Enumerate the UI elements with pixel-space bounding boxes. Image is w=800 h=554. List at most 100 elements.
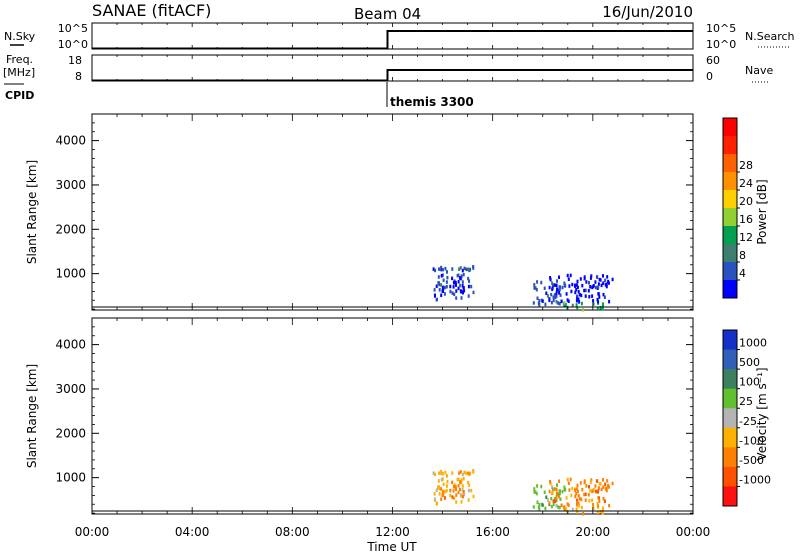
power-data-point xyxy=(432,267,435,271)
velocity-data-point xyxy=(576,510,579,514)
velocity-data-point xyxy=(433,492,436,496)
velocity-data-point xyxy=(444,470,447,475)
power-data-point xyxy=(465,267,468,272)
power-data-point xyxy=(541,299,544,303)
power-data-point xyxy=(453,292,456,296)
velocity-data-point xyxy=(544,506,547,511)
power-data-point xyxy=(565,292,568,296)
power-colorbar-label: 20 xyxy=(739,195,753,208)
nsky-tick-bottom: 10^0 xyxy=(58,38,88,51)
velocity-data-point xyxy=(605,488,608,493)
velocity-data-point xyxy=(581,487,584,492)
power-data-point xyxy=(434,293,436,297)
velocity-data-point xyxy=(585,484,588,488)
velocity-panel xyxy=(91,317,694,515)
power-data-point xyxy=(581,283,584,288)
power-data-point xyxy=(440,274,443,278)
power-data-point xyxy=(435,284,438,288)
velocity-data-point xyxy=(472,469,475,473)
power-data-point xyxy=(449,284,452,289)
velocity-data-point xyxy=(566,502,569,506)
power-data-point xyxy=(594,280,597,284)
velocity-data-point xyxy=(598,499,601,503)
power-data-point xyxy=(467,294,470,298)
power-data-point xyxy=(461,284,464,288)
velocity-data-point xyxy=(558,479,560,483)
velocity-data-point xyxy=(434,472,437,477)
power-data-point xyxy=(461,268,464,273)
velocity-data-point xyxy=(440,471,443,476)
power-data-point xyxy=(558,275,560,279)
velocity-data-point xyxy=(598,481,601,486)
velocity-data-point xyxy=(462,490,465,494)
power-data-point xyxy=(440,267,443,272)
power-data-point xyxy=(457,286,460,291)
power-data-point xyxy=(598,295,601,299)
velocity-data-point xyxy=(455,487,457,491)
power-data-point xyxy=(558,287,561,291)
velocity-data-point xyxy=(445,489,448,493)
power-data-point xyxy=(433,288,436,292)
power-data-point xyxy=(584,294,587,298)
power-data-point xyxy=(458,267,461,271)
velocity-data-point xyxy=(440,469,443,474)
power-data-point xyxy=(441,273,444,277)
power-data-point xyxy=(582,308,585,312)
power-data-point xyxy=(555,300,558,304)
power-data-point xyxy=(589,276,592,280)
power-colorbar-label: 16 xyxy=(739,213,753,226)
power-data-point xyxy=(604,278,607,283)
nsearch-tick-bottom: 10^0 xyxy=(706,38,736,51)
velocity-data-point xyxy=(608,503,611,508)
velocity-data-point xyxy=(456,477,459,482)
velocity-data-point xyxy=(602,496,605,501)
velocity-data-point xyxy=(441,471,444,476)
power-data-point xyxy=(456,273,459,278)
velocity-data-point xyxy=(446,474,448,478)
velocity-data-point xyxy=(463,470,466,475)
power-data-point xyxy=(576,306,579,310)
power-data-point xyxy=(578,292,581,297)
velocity-data-point xyxy=(548,501,551,505)
power-colorbar-segment xyxy=(723,226,737,245)
velocity-data-point xyxy=(459,487,461,492)
power-data-point xyxy=(459,289,462,293)
velocity-data-point xyxy=(576,489,579,494)
velocity-data-point xyxy=(536,500,539,504)
power-data-point xyxy=(557,301,560,305)
velocity-data-point xyxy=(594,489,597,494)
velocity-colorbar-label: 1000 xyxy=(739,337,767,350)
power-data-point xyxy=(451,291,454,295)
velocity-data-point xyxy=(549,481,552,486)
velocity-data-point xyxy=(451,471,454,475)
velocity-data-point xyxy=(535,491,538,496)
velocity-colorbar-label: Velocity [m s⁻¹] xyxy=(755,367,769,460)
velocity-data-point xyxy=(591,489,594,494)
velocity-data-point xyxy=(578,504,581,508)
velocity-data-point xyxy=(556,491,559,495)
date-title: 16/Jun/2010 xyxy=(602,3,693,21)
time-axis-label: Time UT xyxy=(366,540,417,554)
power-data-point xyxy=(445,280,448,284)
power-data-point xyxy=(551,281,554,285)
x-tick-label: 20:00 xyxy=(576,525,611,539)
power-data-point xyxy=(437,275,440,279)
y-tick-label: 1000 xyxy=(55,267,86,281)
power-data-point xyxy=(576,279,579,284)
power-colorbar-label: 28 xyxy=(739,159,753,172)
freq-tick-bottom: 8 xyxy=(75,70,82,83)
power-data-point xyxy=(454,280,457,285)
velocity-data-point xyxy=(558,495,561,499)
velocity-data-point xyxy=(437,479,440,483)
velocity-data-point xyxy=(442,482,445,486)
velocity-data-point xyxy=(590,478,593,482)
velocity-data-point xyxy=(561,489,564,494)
power-data-point xyxy=(451,267,454,271)
velocity-data-point xyxy=(455,493,458,497)
power-data-point xyxy=(463,288,466,293)
velocity-data-point xyxy=(463,492,466,497)
velocity-data-point xyxy=(445,484,448,488)
power-data-point xyxy=(551,284,554,288)
power-data-point xyxy=(559,285,561,289)
power-data-point xyxy=(594,285,597,290)
